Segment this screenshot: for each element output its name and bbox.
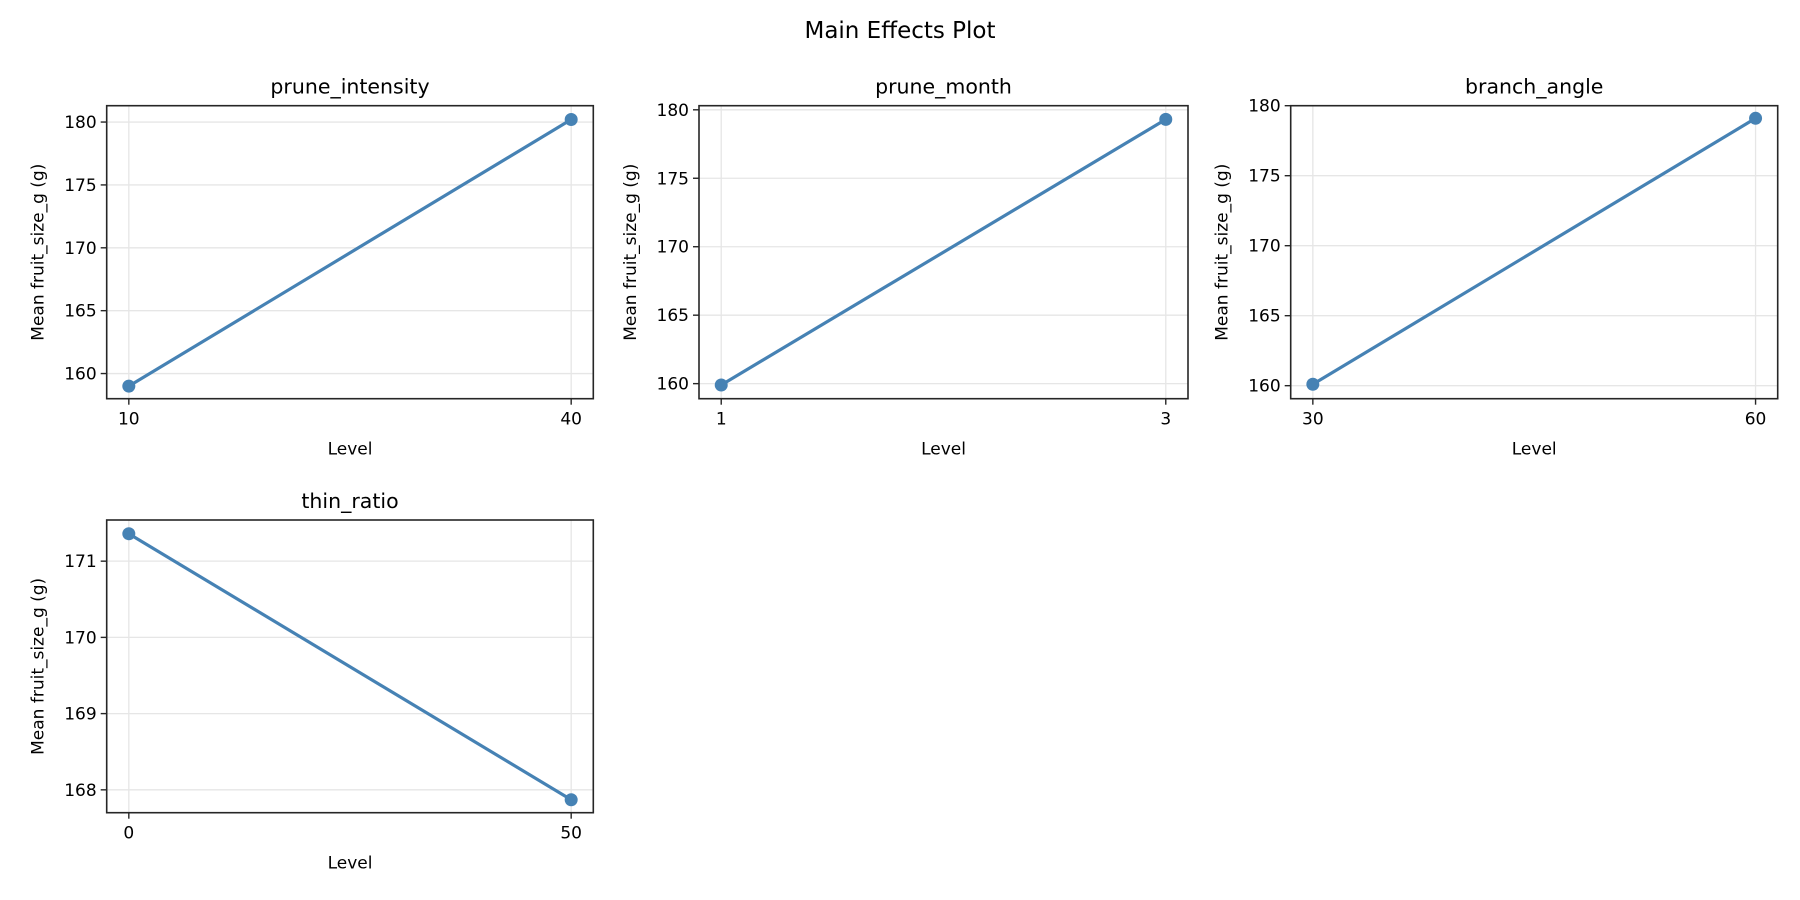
- y-tick-label: 170: [657, 238, 689, 258]
- subplot-prune-intensity: 160 165 170 175 180 10 40 prune_intensity Level M…: [29, 75, 595, 460]
- y-axis-label: Mean fruit_size_g (g): [29, 578, 49, 755]
- figure-title: Main Effects Plot: [804, 18, 995, 44]
- data-point-marker: [564, 793, 578, 807]
- y-tick-label: 175: [657, 169, 689, 189]
- data-point-marker: [564, 113, 578, 127]
- y-tick-label: 160: [657, 375, 689, 395]
- subplot-title: prune_month: [875, 75, 1012, 100]
- y-tick-label: 170: [1248, 237, 1280, 257]
- data-point-marker: [1749, 111, 1763, 125]
- subplot-thin-ratio: 168 169 170 171 0 50 thin_ratio Level Mean fruit…: [29, 489, 595, 874]
- y-tick-label: 160: [1248, 377, 1280, 397]
- x-tick-label: 60: [1745, 410, 1767, 430]
- y-tick-label: 180: [657, 101, 689, 121]
- x-tick-label: 40: [560, 410, 582, 430]
- y-tick-label: 170: [64, 239, 96, 259]
- y-tick-label: 165: [1248, 307, 1280, 327]
- x-tick-label: 10: [118, 410, 140, 430]
- subplot-branch-angle: 160 165 170 175 180 30 60 branch_angle Level Mean…: [1213, 75, 1779, 460]
- data-point-marker: [1306, 377, 1320, 391]
- data-point-marker: [1159, 112, 1173, 126]
- x-tick-label: 30: [1302, 410, 1324, 430]
- x-tick-label: 50: [560, 824, 582, 844]
- y-axis-label: Mean fruit_size_g (g): [621, 164, 641, 341]
- subplot-title: prune_intensity: [270, 75, 429, 100]
- subplot-prune-month: 160 165 170 175 180 1 3 prune_month Level Mean fr…: [621, 75, 1189, 460]
- y-tick-label: 170: [64, 628, 96, 648]
- main-effect-line: [1312, 116, 1757, 386]
- x-axis-label: Level: [328, 440, 373, 460]
- y-axis-label: Mean fruit_size_g (g): [29, 164, 49, 341]
- data-point-marker: [714, 378, 728, 392]
- x-tick-label: 3: [1160, 410, 1171, 430]
- x-tick-label: 0: [123, 824, 134, 844]
- subplot-title: thin_ratio: [301, 489, 398, 514]
- y-tick-label: 180: [1248, 97, 1280, 117]
- main-effect-line: [127, 118, 573, 388]
- y-tick-label: 165: [657, 306, 689, 326]
- y-tick-label: 169: [64, 705, 96, 725]
- axes-frame: [105, 519, 595, 814]
- main-effect-line: [720, 118, 1167, 387]
- y-tick-label: 175: [64, 176, 96, 196]
- x-axis-label: Level: [921, 440, 966, 460]
- axes-frame: [698, 104, 1189, 400]
- x-axis-label: Level: [1512, 440, 1557, 460]
- subplot-title: branch_angle: [1465, 75, 1603, 100]
- y-tick-label: 175: [1248, 167, 1280, 187]
- y-tick-label: 180: [64, 113, 96, 133]
- main-effect-line: [127, 532, 573, 802]
- axes-frame: [105, 104, 595, 400]
- y-tick-label: 160: [64, 365, 96, 385]
- y-tick-label: 165: [64, 302, 96, 322]
- data-point-marker: [122, 379, 136, 393]
- x-axis-label: Level: [328, 854, 373, 874]
- y-tick-label: 168: [64, 781, 96, 801]
- x-tick-label: 1: [716, 410, 727, 430]
- axes-frame: [1289, 104, 1779, 400]
- y-axis-label: Mean fruit_size_g (g): [1213, 164, 1233, 341]
- y-tick-label: 171: [64, 552, 96, 572]
- data-point-marker: [122, 527, 136, 541]
